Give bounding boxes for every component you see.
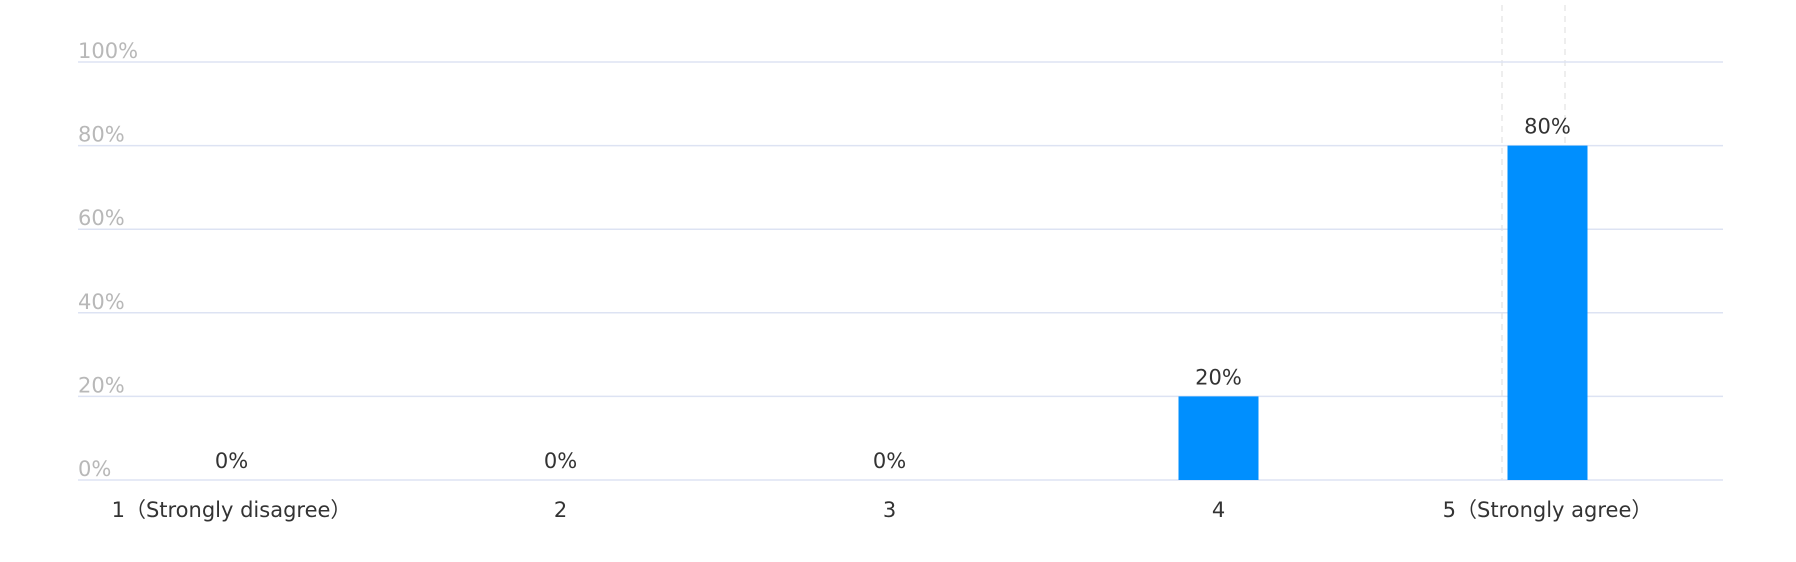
x-tick-label: 5（Strongly agree）	[1443, 498, 1653, 522]
data-label: 0%	[873, 449, 906, 473]
data-label: 0%	[215, 449, 248, 473]
x-tick-label: 2	[554, 498, 567, 522]
bar	[1178, 396, 1259, 480]
data-label: 0%	[544, 449, 577, 473]
data-label: 80%	[1524, 115, 1571, 139]
y-tick-label: 40%	[78, 290, 125, 314]
bar	[1507, 145, 1588, 480]
x-tick-label: 1（Strongly disagree）	[112, 498, 352, 522]
data-label: 20%	[1195, 365, 1242, 389]
y-tick-label: 60%	[78, 206, 125, 230]
x-tick-label: 3	[883, 498, 896, 522]
y-tick-label: 0%	[78, 457, 111, 481]
y-tick-label: 80%	[78, 123, 125, 147]
y-tick-label: 20%	[78, 373, 125, 397]
x-tick-label: 4	[1212, 498, 1225, 522]
y-tick-label: 100%	[78, 39, 138, 63]
